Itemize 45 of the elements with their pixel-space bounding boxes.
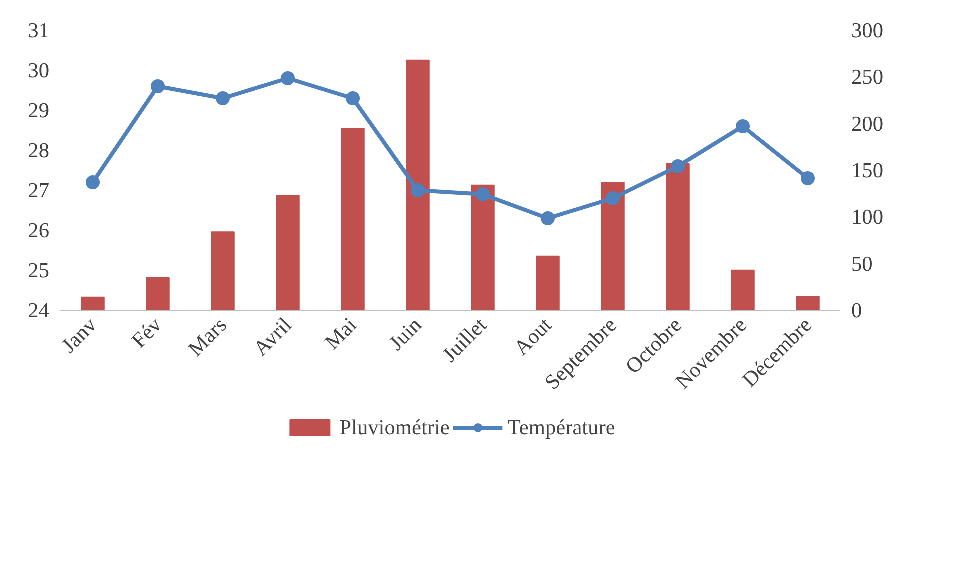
bar xyxy=(406,60,430,310)
y2-tick-label: 150 xyxy=(852,158,884,182)
bar xyxy=(601,182,625,310)
point xyxy=(476,188,490,202)
bar xyxy=(471,184,495,310)
legend-label: Température xyxy=(508,415,616,440)
point xyxy=(801,172,815,186)
bar xyxy=(81,296,105,310)
point xyxy=(346,92,360,106)
y-tick-label: 25 xyxy=(28,258,50,282)
y-tick-label: 28 xyxy=(28,138,50,162)
y-tick-label: 26 xyxy=(28,218,50,242)
legend-label: Pluviométrie xyxy=(340,415,450,440)
y-tick-label: 29 xyxy=(28,98,50,122)
point xyxy=(671,160,685,174)
x-tick-label: Mai xyxy=(320,312,362,354)
point xyxy=(281,72,295,86)
y2-tick-label: 250 xyxy=(852,65,884,90)
bar xyxy=(211,232,235,310)
bar xyxy=(536,256,560,310)
point xyxy=(216,92,230,106)
y2-tick-label: 100 xyxy=(852,205,884,230)
y-tick-label: 30 xyxy=(28,58,50,82)
bar xyxy=(146,277,170,310)
y-tick-label: 27 xyxy=(28,178,50,202)
y-tick-label: 31 xyxy=(28,18,50,42)
point xyxy=(86,176,100,190)
point xyxy=(541,212,555,226)
bar xyxy=(276,195,300,310)
x-tick-label: Fév xyxy=(126,312,167,353)
bar xyxy=(796,296,820,310)
point xyxy=(736,120,750,134)
y2-tick-label: 300 xyxy=(852,18,884,42)
point xyxy=(606,192,620,206)
y-tick-label: 24 xyxy=(28,298,50,322)
bar xyxy=(666,163,690,310)
x-tick-label: Janv xyxy=(56,312,102,358)
x-tick-label: Juin xyxy=(384,312,427,356)
bar xyxy=(731,270,755,310)
y2-tick-label: 200 xyxy=(852,112,884,136)
point xyxy=(151,80,165,94)
y2-tick-label: 0 xyxy=(852,298,862,322)
y2-tick-label: 50 xyxy=(852,252,873,276)
point xyxy=(411,184,425,198)
bar xyxy=(341,128,365,310)
